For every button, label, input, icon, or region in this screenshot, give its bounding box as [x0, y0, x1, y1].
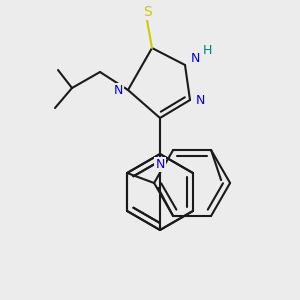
Text: N: N	[113, 83, 123, 97]
Text: N: N	[195, 94, 205, 106]
Text: N: N	[190, 52, 200, 65]
Text: N: N	[155, 158, 165, 170]
Text: S: S	[142, 5, 152, 19]
Text: H: H	[202, 44, 212, 58]
